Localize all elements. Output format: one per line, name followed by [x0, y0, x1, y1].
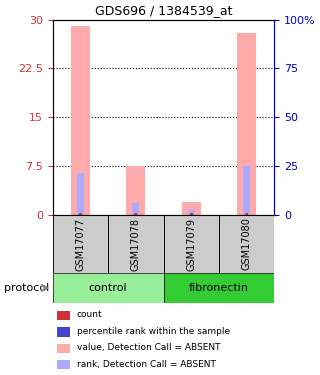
Text: percentile rank within the sample: percentile rank within the sample	[77, 327, 230, 336]
Text: rank, Detection Call = ABSENT: rank, Detection Call = ABSENT	[77, 360, 216, 369]
Bar	[243, 166, 250, 215]
Bar	[245, 213, 248, 215]
FancyBboxPatch shape	[219, 215, 275, 273]
Bar	[77, 172, 84, 215]
Bar	[237, 33, 256, 215]
Bar	[57, 327, 70, 337]
Bar	[70, 26, 90, 215]
Bar	[79, 213, 82, 215]
Text: GSM17077: GSM17077	[75, 217, 85, 271]
Bar	[57, 311, 70, 320]
Bar	[181, 202, 201, 215]
FancyBboxPatch shape	[52, 273, 164, 303]
Bar	[132, 203, 139, 215]
Title: GDS696 / 1384539_at: GDS696 / 1384539_at	[95, 4, 232, 17]
Text: fibronectin: fibronectin	[189, 283, 249, 293]
FancyBboxPatch shape	[164, 215, 219, 273]
Text: GSM17078: GSM17078	[131, 217, 141, 270]
FancyBboxPatch shape	[108, 215, 164, 273]
Text: control: control	[89, 283, 127, 293]
Bar	[57, 360, 70, 369]
Text: GSM17079: GSM17079	[186, 217, 196, 270]
Text: GSM17080: GSM17080	[242, 217, 252, 270]
Text: count: count	[77, 310, 102, 320]
Text: value, Detection Call = ABSENT: value, Detection Call = ABSENT	[77, 343, 220, 352]
Bar	[189, 213, 193, 215]
FancyBboxPatch shape	[164, 273, 275, 303]
Text: protocol: protocol	[4, 283, 50, 293]
FancyBboxPatch shape	[52, 215, 108, 273]
Bar	[57, 344, 70, 353]
Bar	[126, 166, 146, 215]
Bar	[188, 210, 195, 215]
Bar	[134, 213, 137, 215]
